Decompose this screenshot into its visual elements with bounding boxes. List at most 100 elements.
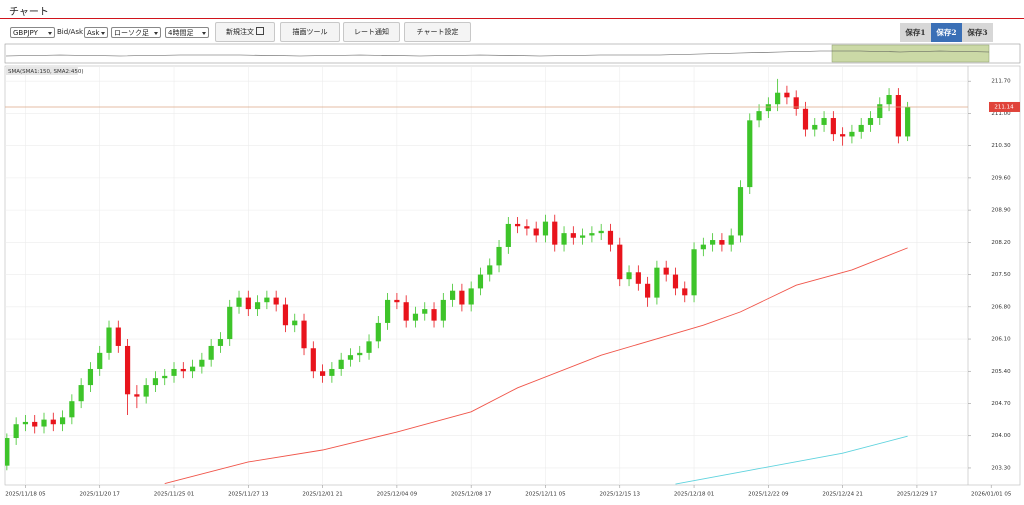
candle-body	[366, 341, 372, 353]
plot-frame	[4, 65, 1021, 486]
y-tick-label: 204.00	[991, 433, 1011, 439]
candle-body	[840, 134, 846, 137]
candle-body	[747, 120, 753, 188]
window-icon	[256, 27, 264, 35]
candle-body	[319, 371, 326, 376]
y-tick-label: 205.40	[991, 369, 1011, 375]
candle-body	[542, 221, 549, 236]
candle-body	[273, 297, 279, 305]
candle-body	[877, 104, 883, 119]
rate-alert-button[interactable]: レート通知	[343, 22, 400, 42]
y-tick-label: 206.10	[991, 337, 1011, 343]
candle-body	[124, 345, 131, 395]
candle-body	[775, 92, 781, 105]
candle-body	[533, 228, 539, 236]
candle-body	[450, 290, 456, 300]
candle-body	[580, 235, 586, 238]
y-tick-label: 211.00	[991, 111, 1011, 117]
drawing-tools-button[interactable]: 描画ツール	[280, 22, 340, 42]
candle-body	[189, 366, 196, 372]
candle-body	[756, 111, 762, 121]
candle-body	[570, 233, 576, 238]
new-order-button[interactable]: 新規注文	[215, 22, 275, 42]
x-tick-label: 2025/11/27 13	[228, 492, 269, 498]
candle-body	[162, 375, 168, 379]
candle-body	[236, 297, 242, 307]
candle-body	[78, 385, 84, 402]
candle-body	[5, 438, 10, 466]
candle-body	[524, 226, 530, 229]
candle-body	[431, 309, 437, 321]
last-price-box	[989, 101, 1020, 112]
candle-body	[468, 288, 474, 305]
x-tick-label: 2025/11/25 01	[154, 492, 194, 498]
candle-body	[115, 327, 121, 346]
indicator-label: SMA(SMA1:150, SMA2:450)	[8, 69, 84, 75]
candle-body	[292, 320, 298, 326]
x-tick-label: 2025/12/08 17	[451, 492, 492, 498]
candle-body	[719, 240, 725, 245]
save-tab[interactable]: 保存1	[900, 23, 931, 42]
candle-body	[515, 223, 521, 227]
x-tick-label: 2025/12/01 21	[302, 492, 342, 498]
candle-body	[245, 297, 251, 310]
candle-body	[97, 352, 103, 369]
y-tick-label: 207.50	[991, 272, 1011, 278]
candle-body	[422, 309, 428, 314]
candle-body	[682, 288, 688, 296]
y-tick-label: 208.20	[991, 240, 1011, 246]
candle-body	[793, 97, 799, 109]
candle-body	[895, 95, 901, 137]
candle-body	[812, 124, 818, 130]
navigator-window[interactable]	[831, 44, 990, 63]
candle-body	[886, 95, 892, 105]
price-type-select[interactable]: Ask	[84, 27, 108, 38]
candle-body	[301, 320, 307, 349]
candle-body	[691, 249, 697, 296]
candle-body	[50, 419, 56, 425]
save-tabs: 保存1 保存2 保存3	[900, 23, 993, 42]
chart-type-select[interactable]: ローソク足	[111, 27, 161, 38]
candle-body	[700, 244, 706, 250]
candle-body	[905, 106, 911, 137]
candle-body	[41, 419, 47, 427]
x-tick-label: 2025/12/11 05	[525, 492, 566, 498]
candle-body	[347, 355, 354, 360]
x-tick-label: 2025/11/18 05	[5, 492, 46, 498]
y-tick-label: 211.70	[991, 79, 1011, 85]
timeframe-select[interactable]: 4時間足	[165, 27, 209, 38]
save-tab[interactable]: 保存3	[962, 23, 993, 42]
candle-body	[13, 424, 19, 439]
candle-body	[710, 240, 716, 245]
x-tick-label: 2025/12/04 09	[377, 492, 418, 498]
candle-body	[728, 235, 734, 245]
chart-settings-button[interactable]: チャート設定	[404, 22, 471, 42]
candle-body	[552, 221, 558, 245]
candle-body	[496, 246, 502, 266]
candle-body	[607, 230, 614, 245]
candle-body	[821, 118, 827, 125]
y-tick-label: 206.80	[991, 304, 1011, 310]
x-tick-label: 2025/12/18 01	[674, 492, 714, 498]
candle-body	[227, 306, 233, 340]
candle-body	[32, 421, 38, 427]
y-tick-label: 210.30	[991, 143, 1011, 149]
candle-body	[561, 233, 567, 245]
navigator-line	[5, 50, 990, 57]
candle-body	[152, 378, 159, 386]
candle-body	[171, 368, 177, 376]
navigator	[4, 43, 1021, 64]
candle-body	[329, 368, 335, 376]
symbol-select[interactable]: GBPJPY	[10, 27, 55, 38]
y-tick-label: 208.90	[991, 208, 1011, 214]
y-tick-label: 209.60	[991, 175, 1011, 181]
sma-line	[164, 247, 908, 485]
candle-body	[394, 299, 400, 303]
candle-body	[384, 299, 391, 323]
x-tick-label: 2025/12/22 09	[748, 492, 789, 498]
candle-body	[830, 118, 836, 135]
candle-body	[849, 131, 855, 137]
save-tab[interactable]: 保存2	[931, 23, 962, 42]
